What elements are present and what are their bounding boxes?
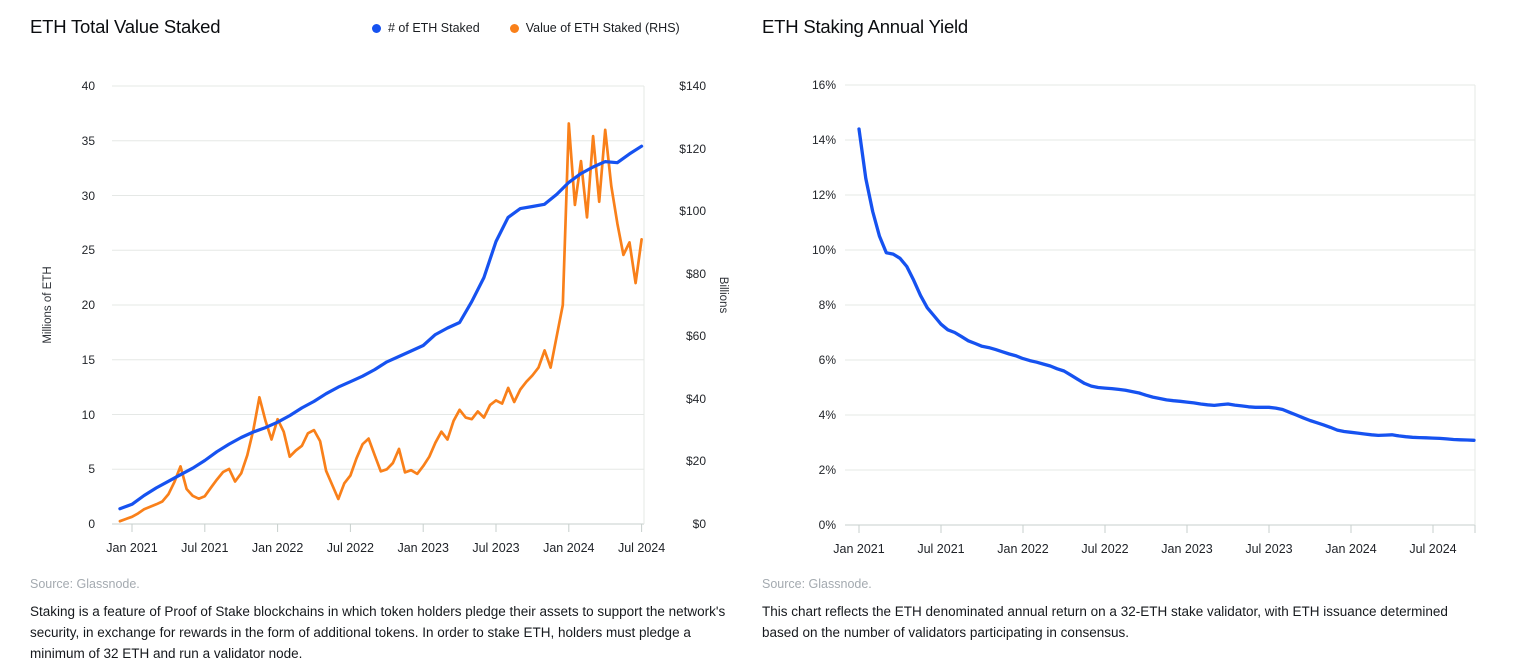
legend-label: # of ETH Staked (388, 21, 480, 35)
left-chart-x-axis-tick: Jul 2021 (181, 541, 229, 555)
eth-total-value-staked-chart: 40 35 30 25 20 15 10 5 0 $140 $120 $100 $80 $60 $40 $20… (30, 60, 730, 565)
orange-dot-icon (509, 23, 519, 33)
blue-dot-icon (372, 23, 381, 33)
right-chart-y-axis-tick: 6% (818, 353, 836, 367)
left-chart-right-axis-tick: $0 (692, 516, 706, 531)
left-caption-text: Staking is a feature of Proof of Stake b… (30, 604, 726, 661)
panel-eth-staking-annual-yield: ETH Staking Annual Yield 16% 14% 12% 10% 8% 6… (740, 0, 1524, 669)
panel-eth-total-value-staked: ETH Total Value Staked # of ETH Staked V… (0, 0, 740, 669)
left-chart-x-axis-tick: Jul 2023 (472, 541, 520, 555)
left-chart-y-axis-tick: 25 (81, 243, 95, 258)
legend-item-eth-staked: # of ETH Staked (372, 21, 480, 35)
right-chart-plot-area (845, 84, 1476, 535)
left-chart-y-axis-tick: 35 (81, 133, 95, 148)
right-source-text: Source: Glassnode. (762, 577, 872, 591)
right-chart-x-axis-tick: Jul 2023 (1245, 542, 1293, 556)
left-chart-plot-area (112, 85, 645, 534)
left-chart-y-axis-tick: 10 (81, 407, 95, 422)
staking-yield-line (857, 127, 1476, 442)
right-chart-svg (845, 84, 1476, 533)
left-chart-x-axis-tick: Jan 2022 (251, 541, 304, 555)
right-chart-x-axis-tick: Jul 2021 (917, 542, 965, 556)
right-chart-x-axis-tick: Jan 2023 (1161, 542, 1213, 556)
right-chart-x-axis-tick: Jan 2024 (1325, 542, 1377, 556)
value-of-eth-staked-line (118, 122, 643, 523)
left-chart-title: ETH Total Value Staked (30, 16, 221, 37)
right-chart-x-axis-tick: Jan 2022 (997, 542, 1049, 556)
right-chart-y-axis-tick: 2% (818, 463, 836, 477)
left-chart-y-axis-tick: 15 (81, 352, 95, 367)
left-source-text: Source: Glassnode. (30, 577, 140, 591)
right-chart-y-axis-tick: 0% (818, 518, 836, 532)
right-chart-x-axis-tick: Jul 2024 (1409, 542, 1457, 556)
left-chart-legend: # of ETH Staked Value of ETH Staked (RHS… (372, 21, 680, 35)
left-chart-right-axis-tick: $140 (679, 79, 706, 93)
left-chart-right-axis-tick: $20 (685, 454, 706, 469)
eth-staking-annual-yield-chart: 16% 14% 12% 10% 8% 6% 4% 2% 0% Jan 2021 Jul 2021 Ja… (762, 60, 1517, 565)
right-chart-y-axis-tick: 4% (818, 408, 836, 422)
left-chart-x-axis-tick: Jul 2024 (617, 541, 666, 555)
right-chart-x-axis-tick: Jan 2021 (833, 542, 885, 556)
right-chart-y-axis-tick: 14% (811, 133, 836, 147)
left-chart-right-axis-tick: $120 (679, 141, 706, 156)
left-chart-right-axis-tick: $80 (685, 266, 706, 281)
right-chart-y-axis-tick: 10% (811, 243, 836, 257)
left-chart-y-axis-tick: 20 (81, 298, 95, 312)
right-chart-y-axis-tick: 12% (811, 188, 836, 202)
left-chart-x-axis-tick: Jan 2024 (543, 541, 595, 555)
legend-label: Value of ETH Staked (RHS) (525, 21, 680, 35)
left-chart-y-axis-tick: 30 (81, 188, 95, 203)
left-chart-y-axis-tick: 40 (81, 79, 95, 93)
left-chart-x-axis-tick: Jan 2023 (397, 541, 449, 555)
legend-item-value-eth-staked: Value of ETH Staked (RHS) (509, 21, 680, 35)
right-chart-title: ETH Staking Annual Yield (762, 16, 969, 37)
left-chart-y-axis-tick: 0 (88, 517, 95, 531)
left-chart-x-axis-tick: Jan 2021 (106, 541, 158, 555)
right-chart-y-axis-tick: 8% (818, 298, 836, 312)
millions-of-eth-axis-label: Millions of ETH (42, 266, 54, 344)
billions-axis-label: Billions (717, 276, 729, 314)
left-chart-x-axis-tick: Jul 2022 (326, 541, 375, 555)
right-chart-x-axis-tick: Jul 2022 (1081, 542, 1129, 556)
left-chart-right-axis-tick: $100 (679, 204, 706, 219)
left-chart-y-axis-tick: 5 (88, 462, 95, 477)
right-chart-y-axis-tick: 16% (811, 78, 836, 92)
left-chart-svg (112, 85, 645, 532)
right-caption-text: This chart reflects the ETH denominated … (762, 604, 1448, 640)
left-chart-right-axis-tick: $40 (685, 391, 706, 406)
left-chart-right-axis-tick: $60 (685, 329, 706, 344)
num-eth-staked-line (118, 144, 644, 511)
